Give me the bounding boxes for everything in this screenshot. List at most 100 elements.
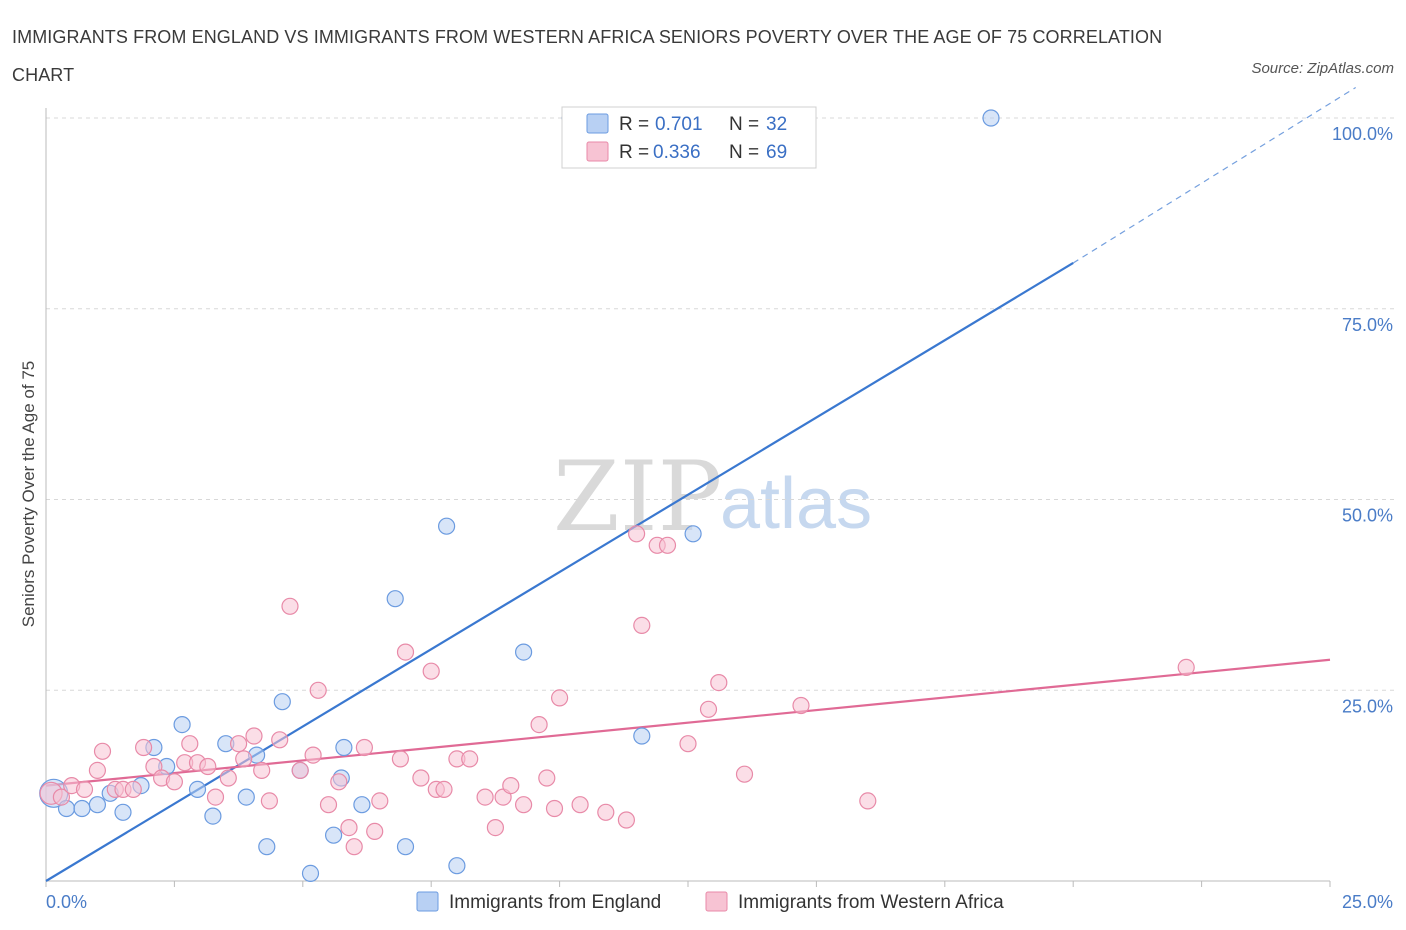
point-england-29 [633,727,651,745]
point-wafrica-28 [309,681,327,699]
point-wafrica-55 [617,811,636,829]
point-wafrica-59 [658,536,677,554]
legend-n-value-england: 32 [766,114,787,135]
series-legend-swatch-england [416,891,439,912]
point-england-25 [438,517,456,535]
point-wafrica-18 [219,769,237,787]
legend-r-label-england: R = [619,114,649,135]
point-wafrica-3 [75,780,94,799]
point-wafrica-30 [330,773,348,791]
point-wafrica-65 [859,792,877,810]
point-wafrica-45 [486,818,504,837]
grid [46,117,1394,691]
legend-r-value-england: 0.701 [655,114,703,135]
legend-swatch-england [586,113,609,134]
point-england-16 [273,693,291,711]
x-tick-labels: 0.0% 25.0% [46,892,1393,912]
point-wafrica-39 [422,662,440,680]
source-credit: Source: ZipAtlas.com [1251,60,1394,77]
trendline-england-extension [1072,86,1356,264]
chart-title: IMMIGRANTS FROM ENGLAND VS IMMIGRANTS FR… [12,27,1163,85]
legend-n-label-england: N = [729,114,759,135]
point-wafrica-33 [355,738,373,757]
point-wafrica-43 [461,750,479,768]
y-tick-label-1: 50.0% [1342,506,1393,526]
point-wafrica-12 [165,773,183,791]
point-england-2 [73,799,91,818]
point-england-10 [188,780,207,799]
point-wafrica-50 [538,769,556,787]
point-england-26 [448,857,466,875]
y-axis-label: Seniors Poverty Over the Age of 75 [19,361,38,627]
point-wafrica-41 [435,780,453,799]
point-wafrica-16 [199,757,217,776]
series-legend-label-england: Immigrants from England [449,892,661,913]
x-tick-label-1: 25.0% [1342,892,1393,912]
y-tick-label-0: 25.0% [1342,696,1393,716]
point-wafrica-52 [550,689,569,707]
point-england-21 [335,738,353,757]
point-wafrica-47 [502,776,520,795]
point-wafrica-8 [124,780,142,799]
point-wafrica-35 [371,792,389,810]
point-wafrica-24 [271,731,289,749]
x-tick-label-0: 0.0% [46,892,87,912]
point-wafrica-27 [304,746,322,764]
point-england-30 [684,525,702,543]
point-wafrica-32 [345,838,363,856]
point-england-31 [982,109,1000,127]
point-wafrica-60 [679,735,697,753]
axes [45,108,1331,887]
series-legend-label-wafrica: Immigrants from Western Africa [738,892,1004,913]
point-wafrica-36 [391,750,409,768]
point-wafrica-5 [93,742,112,760]
point-england-18 [301,864,320,883]
point-wafrica-51 [545,799,564,818]
point-england-9 [173,715,191,734]
point-wafrica-23 [260,792,278,810]
point-wafrica-20 [235,750,253,768]
point-england-5 [114,803,132,821]
point-wafrica-53 [571,796,589,814]
point-england-19 [325,826,343,844]
point-wafrica-61 [699,700,718,718]
point-wafrica-21 [245,727,263,745]
point-wafrica-44 [476,788,494,806]
trendline-wafrica [45,658,1331,787]
point-wafrica-38 [412,769,430,787]
point-england-22 [353,796,371,814]
point-wafrica-26 [291,761,309,780]
trendline-england [45,262,1074,882]
series-legend: Immigrants from England Immigrants from … [416,891,1004,913]
point-wafrica-64 [792,696,810,715]
stats-legend: R = 0.701 N = 32 R = 0.336 N = 69 [561,106,817,169]
data-points [39,109,1195,883]
point-england-24 [396,838,415,856]
point-england-27 [514,643,533,661]
point-wafrica-22 [253,761,271,780]
legend-r-value-wafrica: 0.336 [653,142,701,163]
point-wafrica-17 [206,788,225,806]
point-wafrica-54 [597,803,615,821]
point-wafrica-25 [281,597,299,615]
legend-n-label-wafrica: N = [729,142,759,163]
point-wafrica-37 [396,643,415,661]
point-wafrica-62 [710,673,728,692]
point-wafrica-63 [735,765,754,783]
point-england-3 [88,796,107,814]
point-wafrica-56 [627,525,646,543]
point-wafrica-4 [88,761,107,780]
point-wafrica-31 [340,818,358,837]
legend-r-label-wafrica: R = [619,142,649,163]
point-england-11 [204,807,222,825]
point-wafrica-66 [1177,658,1195,677]
point-wafrica-14 [181,735,199,753]
point-wafrica-1 [52,788,71,806]
point-wafrica-29 [319,796,338,814]
point-wafrica-9 [135,738,153,757]
point-england-23 [386,590,404,608]
legend-n-value-wafrica: 69 [766,142,787,163]
series-legend-swatch-wafrica [705,891,728,912]
point-england-15 [258,838,276,856]
